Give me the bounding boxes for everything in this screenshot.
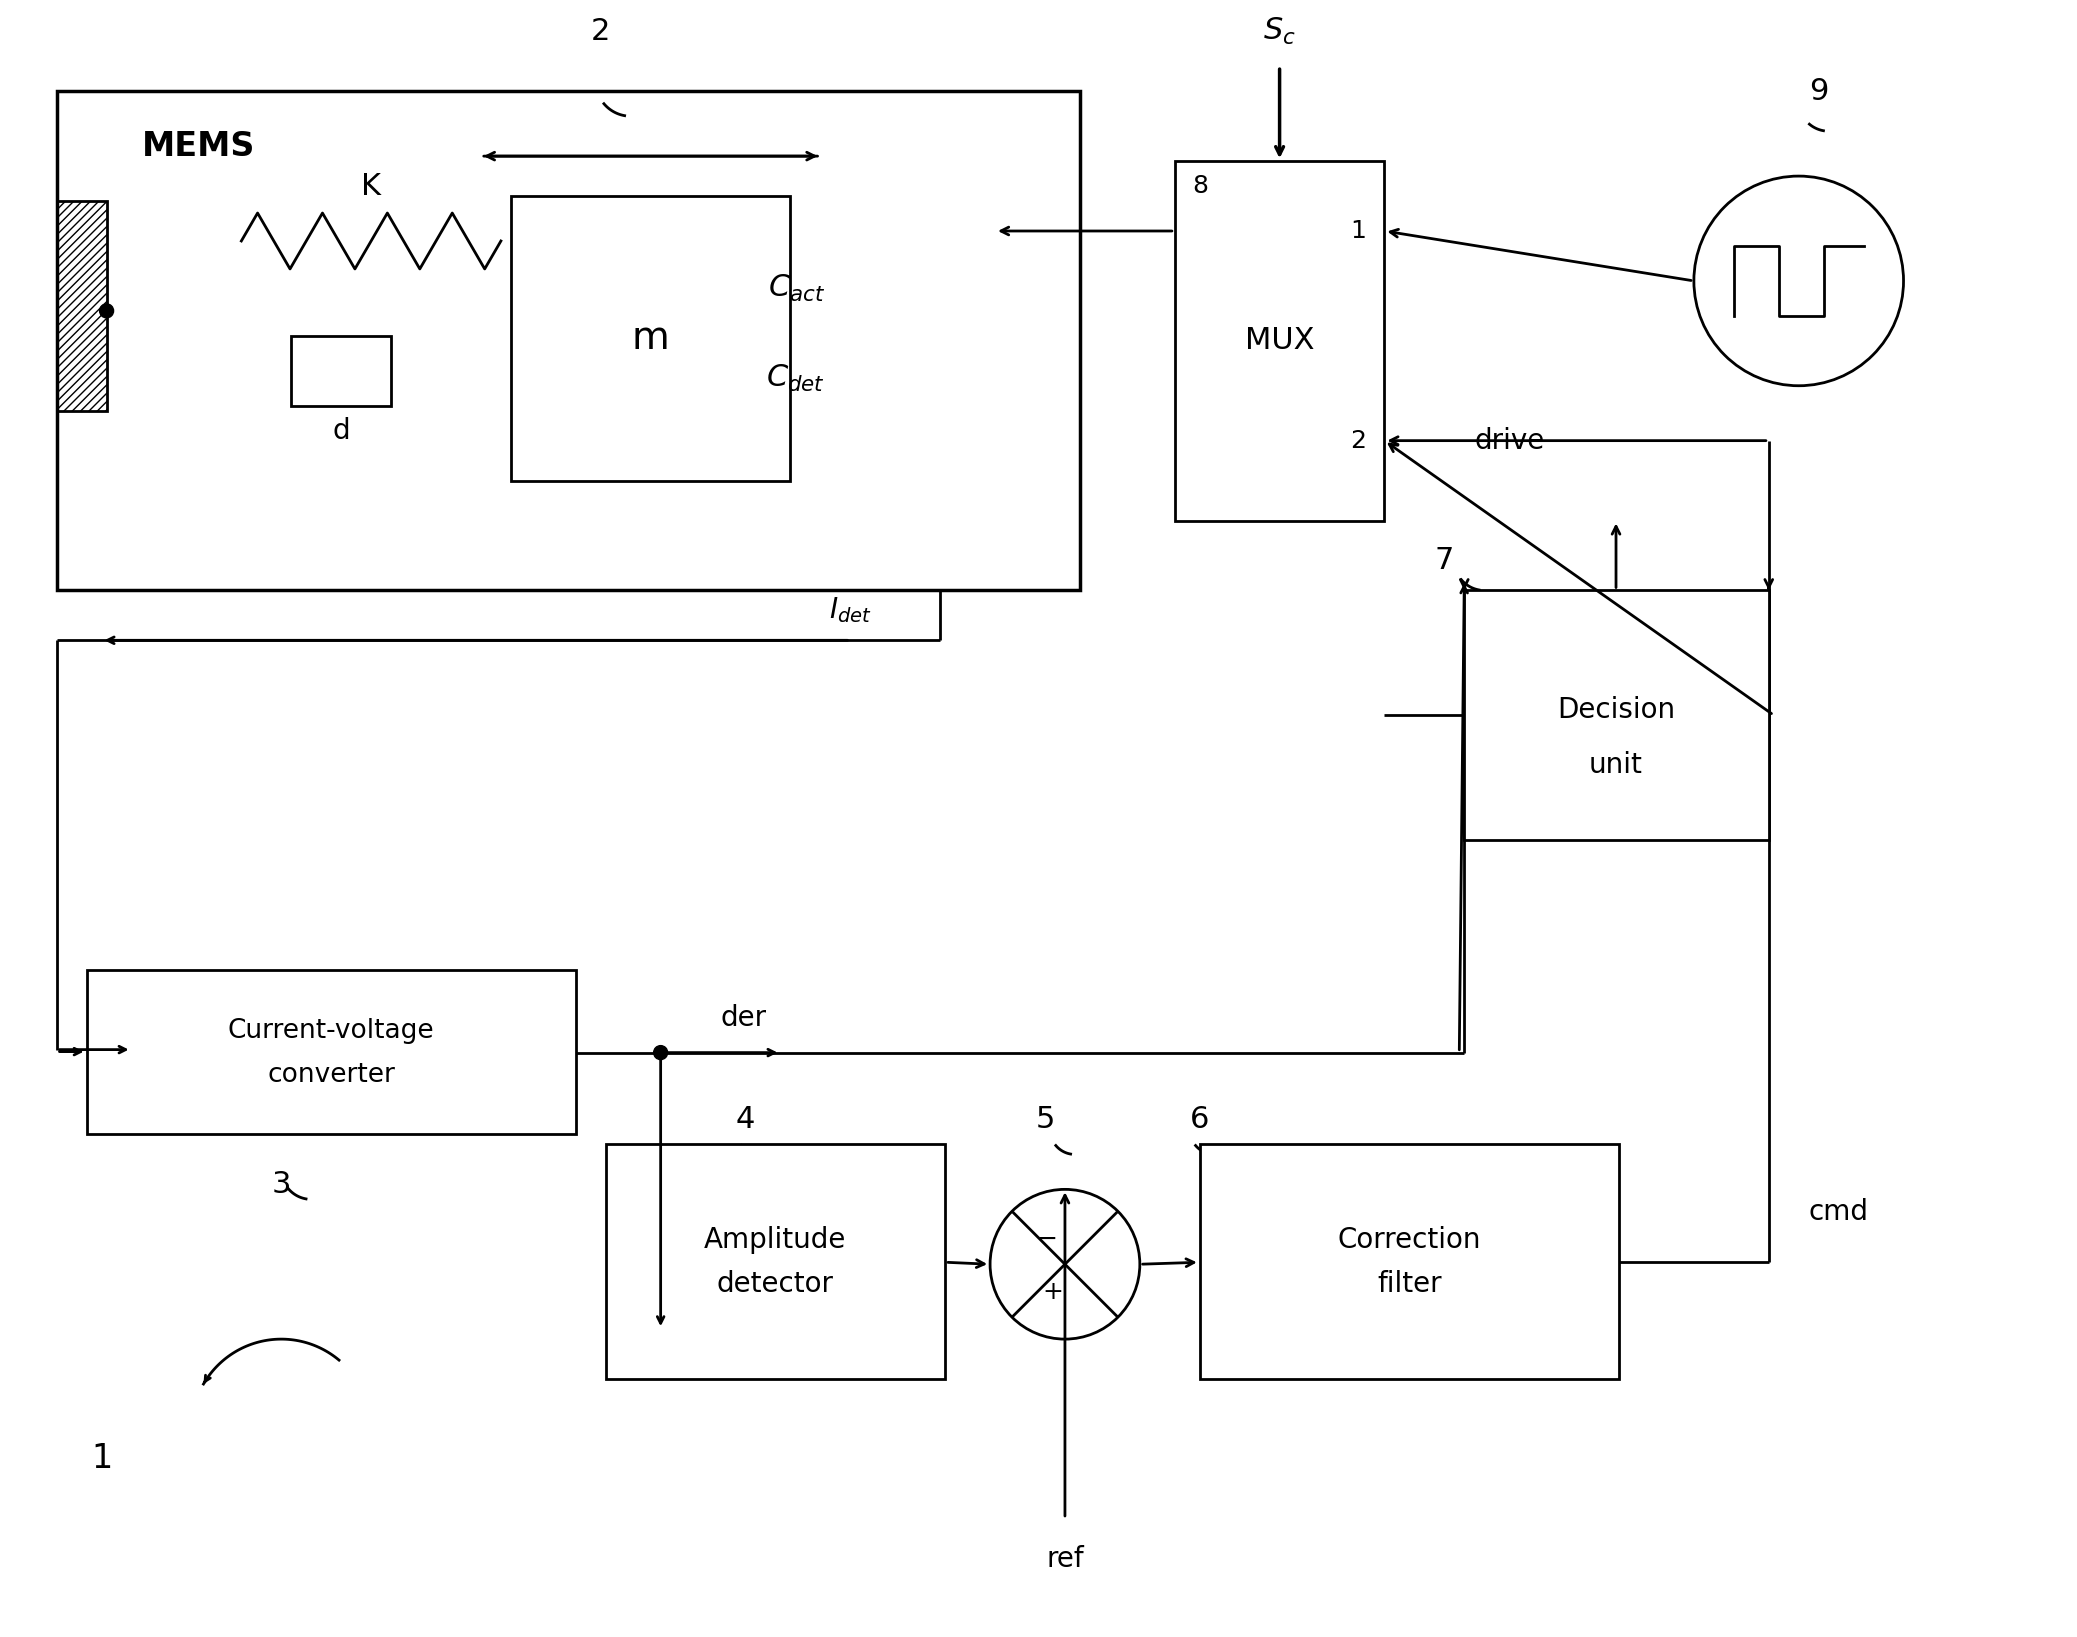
- Text: Current-voltage: Current-voltage: [228, 1018, 434, 1044]
- Bar: [1464, 591, 1770, 840]
- Text: K: K: [361, 172, 382, 201]
- Text: $I_{det}$: $I_{det}$: [829, 596, 872, 625]
- Text: Amplitude: Amplitude: [704, 1226, 847, 1254]
- Text: m: m: [631, 319, 669, 357]
- Text: 6: 6: [1190, 1105, 1209, 1134]
- Text: detector: detector: [717, 1270, 835, 1298]
- Bar: [1176, 160, 1385, 521]
- Bar: [87, 969, 575, 1134]
- Text: MUX: MUX: [1244, 326, 1315, 355]
- Bar: [1201, 1144, 1618, 1378]
- Text: converter: converter: [268, 1061, 395, 1087]
- Text: MEMS: MEMS: [141, 129, 255, 162]
- Text: cmd: cmd: [1809, 1198, 1869, 1226]
- Text: 7: 7: [1435, 545, 1454, 575]
- Bar: [606, 1144, 945, 1378]
- Text: 4: 4: [735, 1105, 756, 1134]
- Text: Decision: Decision: [1558, 696, 1674, 724]
- Text: Correction: Correction: [1338, 1226, 1481, 1254]
- Bar: [56, 92, 1080, 591]
- Text: filter: filter: [1377, 1270, 1441, 1298]
- Text: 5: 5: [1034, 1105, 1055, 1134]
- Text: d: d: [332, 417, 351, 445]
- Bar: [511, 196, 791, 481]
- Text: 3: 3: [272, 1170, 291, 1198]
- Text: $S_c$: $S_c$: [1263, 16, 1296, 47]
- Text: $C_{act}$: $C_{act}$: [768, 273, 825, 304]
- Text: 8: 8: [1192, 174, 1209, 198]
- Text: drive: drive: [1475, 427, 1545, 455]
- Text: 2: 2: [592, 16, 611, 46]
- Text: unit: unit: [1589, 751, 1643, 779]
- Text: +: +: [1043, 1280, 1063, 1305]
- Bar: [291, 336, 390, 406]
- Text: −: −: [1036, 1228, 1057, 1251]
- Circle shape: [100, 304, 114, 318]
- Text: 1: 1: [91, 1442, 112, 1475]
- Text: der: der: [721, 1003, 766, 1031]
- Text: 2: 2: [1350, 429, 1367, 453]
- Bar: [56, 201, 106, 411]
- Circle shape: [654, 1046, 667, 1059]
- Text: $C_{det}$: $C_{det}$: [766, 363, 825, 395]
- Text: ref: ref: [1047, 1545, 1084, 1573]
- Text: 9: 9: [1809, 77, 1828, 106]
- Text: 1: 1: [1350, 219, 1367, 242]
